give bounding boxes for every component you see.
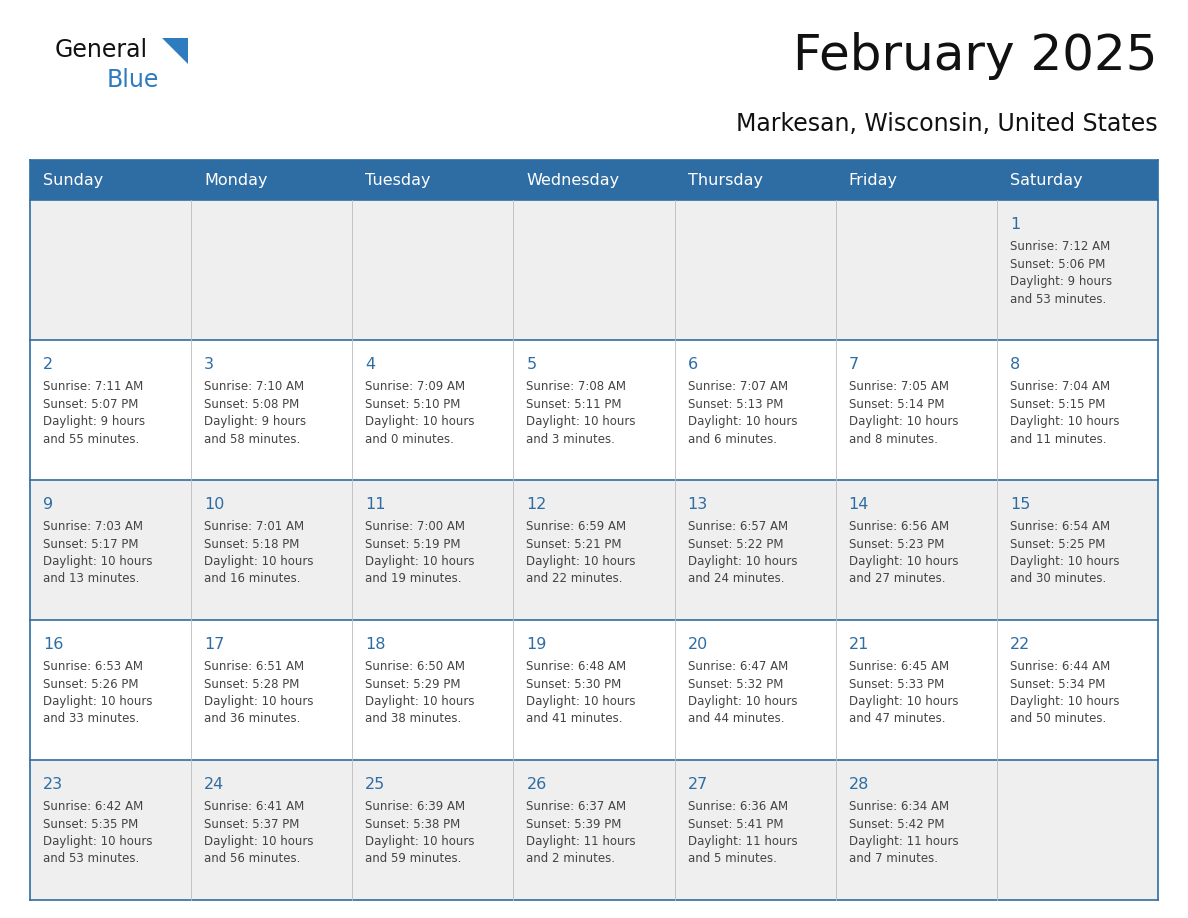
Text: Friday: Friday xyxy=(848,173,898,187)
Text: Sunrise: 6:41 AM
Sunset: 5:37 PM
Daylight: 10 hours
and 56 minutes.: Sunrise: 6:41 AM Sunset: 5:37 PM Dayligh… xyxy=(204,800,314,866)
Text: Sunrise: 7:01 AM
Sunset: 5:18 PM
Daylight: 10 hours
and 16 minutes.: Sunrise: 7:01 AM Sunset: 5:18 PM Dayligh… xyxy=(204,520,314,586)
Text: Sunrise: 7:07 AM
Sunset: 5:13 PM
Daylight: 10 hours
and 6 minutes.: Sunrise: 7:07 AM Sunset: 5:13 PM Dayligh… xyxy=(688,380,797,445)
Text: Blue: Blue xyxy=(107,68,159,92)
Text: 26: 26 xyxy=(526,777,546,792)
Text: Monday: Monday xyxy=(204,173,267,187)
Text: Sunrise: 7:05 AM
Sunset: 5:14 PM
Daylight: 10 hours
and 8 minutes.: Sunrise: 7:05 AM Sunset: 5:14 PM Dayligh… xyxy=(848,380,959,445)
Text: 19: 19 xyxy=(526,637,546,652)
Text: Wednesday: Wednesday xyxy=(526,173,620,187)
Text: Sunrise: 6:37 AM
Sunset: 5:39 PM
Daylight: 11 hours
and 2 minutes.: Sunrise: 6:37 AM Sunset: 5:39 PM Dayligh… xyxy=(526,800,636,866)
Text: Sunrise: 7:12 AM
Sunset: 5:06 PM
Daylight: 9 hours
and 53 minutes.: Sunrise: 7:12 AM Sunset: 5:06 PM Dayligh… xyxy=(1010,240,1112,306)
Polygon shape xyxy=(162,38,188,64)
Bar xyxy=(30,760,1158,900)
Text: Sunrise: 6:36 AM
Sunset: 5:41 PM
Daylight: 11 hours
and 5 minutes.: Sunrise: 6:36 AM Sunset: 5:41 PM Dayligh… xyxy=(688,800,797,866)
Text: Sunrise: 6:57 AM
Sunset: 5:22 PM
Daylight: 10 hours
and 24 minutes.: Sunrise: 6:57 AM Sunset: 5:22 PM Dayligh… xyxy=(688,520,797,586)
Text: Sunrise: 7:10 AM
Sunset: 5:08 PM
Daylight: 9 hours
and 58 minutes.: Sunrise: 7:10 AM Sunset: 5:08 PM Dayligh… xyxy=(204,380,307,445)
Text: 20: 20 xyxy=(688,637,708,652)
Text: Sunrise: 6:39 AM
Sunset: 5:38 PM
Daylight: 10 hours
and 59 minutes.: Sunrise: 6:39 AM Sunset: 5:38 PM Dayligh… xyxy=(365,800,475,866)
Text: Sunrise: 6:34 AM
Sunset: 5:42 PM
Daylight: 11 hours
and 7 minutes.: Sunrise: 6:34 AM Sunset: 5:42 PM Dayligh… xyxy=(848,800,959,866)
Text: Sunrise: 6:59 AM
Sunset: 5:21 PM
Daylight: 10 hours
and 22 minutes.: Sunrise: 6:59 AM Sunset: 5:21 PM Dayligh… xyxy=(526,520,636,586)
Text: 21: 21 xyxy=(848,637,870,652)
Text: 23: 23 xyxy=(43,777,63,792)
Text: Thursday: Thursday xyxy=(688,173,763,187)
Text: 11: 11 xyxy=(365,497,386,512)
Text: Sunrise: 6:45 AM
Sunset: 5:33 PM
Daylight: 10 hours
and 47 minutes.: Sunrise: 6:45 AM Sunset: 5:33 PM Dayligh… xyxy=(848,660,959,725)
Text: 16: 16 xyxy=(43,637,63,652)
Text: 18: 18 xyxy=(365,637,386,652)
Text: 14: 14 xyxy=(848,497,870,512)
Text: 10: 10 xyxy=(204,497,225,512)
Text: Sunrise: 6:56 AM
Sunset: 5:23 PM
Daylight: 10 hours
and 27 minutes.: Sunrise: 6:56 AM Sunset: 5:23 PM Dayligh… xyxy=(848,520,959,586)
Text: 3: 3 xyxy=(204,357,214,372)
Text: 2: 2 xyxy=(43,357,53,372)
Text: 4: 4 xyxy=(365,357,375,372)
Text: 13: 13 xyxy=(688,497,708,512)
Text: 22: 22 xyxy=(1010,637,1030,652)
Text: General: General xyxy=(55,38,148,62)
Text: 7: 7 xyxy=(848,357,859,372)
Text: Sunrise: 7:11 AM
Sunset: 5:07 PM
Daylight: 9 hours
and 55 minutes.: Sunrise: 7:11 AM Sunset: 5:07 PM Dayligh… xyxy=(43,380,145,445)
Text: 24: 24 xyxy=(204,777,225,792)
Text: Sunrise: 7:08 AM
Sunset: 5:11 PM
Daylight: 10 hours
and 3 minutes.: Sunrise: 7:08 AM Sunset: 5:11 PM Dayligh… xyxy=(526,380,636,445)
Text: Saturday: Saturday xyxy=(1010,173,1082,187)
Text: Sunrise: 6:47 AM
Sunset: 5:32 PM
Daylight: 10 hours
and 44 minutes.: Sunrise: 6:47 AM Sunset: 5:32 PM Dayligh… xyxy=(688,660,797,725)
Text: Sunrise: 7:03 AM
Sunset: 5:17 PM
Daylight: 10 hours
and 13 minutes.: Sunrise: 7:03 AM Sunset: 5:17 PM Dayligh… xyxy=(43,520,152,586)
Text: Sunrise: 6:48 AM
Sunset: 5:30 PM
Daylight: 10 hours
and 41 minutes.: Sunrise: 6:48 AM Sunset: 5:30 PM Dayligh… xyxy=(526,660,636,725)
Text: Sunday: Sunday xyxy=(43,173,103,187)
Text: Sunrise: 6:54 AM
Sunset: 5:25 PM
Daylight: 10 hours
and 30 minutes.: Sunrise: 6:54 AM Sunset: 5:25 PM Dayligh… xyxy=(1010,520,1119,586)
Text: Sunrise: 6:53 AM
Sunset: 5:26 PM
Daylight: 10 hours
and 33 minutes.: Sunrise: 6:53 AM Sunset: 5:26 PM Dayligh… xyxy=(43,660,152,725)
Bar xyxy=(30,480,1158,620)
Bar xyxy=(30,160,1158,200)
Text: Sunrise: 6:42 AM
Sunset: 5:35 PM
Daylight: 10 hours
and 53 minutes.: Sunrise: 6:42 AM Sunset: 5:35 PM Dayligh… xyxy=(43,800,152,866)
Text: 28: 28 xyxy=(848,777,870,792)
Bar xyxy=(30,200,1158,340)
Text: Sunrise: 6:50 AM
Sunset: 5:29 PM
Daylight: 10 hours
and 38 minutes.: Sunrise: 6:50 AM Sunset: 5:29 PM Dayligh… xyxy=(365,660,475,725)
Text: Sunrise: 7:00 AM
Sunset: 5:19 PM
Daylight: 10 hours
and 19 minutes.: Sunrise: 7:00 AM Sunset: 5:19 PM Dayligh… xyxy=(365,520,475,586)
Text: Sunrise: 6:51 AM
Sunset: 5:28 PM
Daylight: 10 hours
and 36 minutes.: Sunrise: 6:51 AM Sunset: 5:28 PM Dayligh… xyxy=(204,660,314,725)
Text: 12: 12 xyxy=(526,497,546,512)
Text: 17: 17 xyxy=(204,637,225,652)
Bar xyxy=(30,340,1158,480)
Text: Sunrise: 6:44 AM
Sunset: 5:34 PM
Daylight: 10 hours
and 50 minutes.: Sunrise: 6:44 AM Sunset: 5:34 PM Dayligh… xyxy=(1010,660,1119,725)
Text: Tuesday: Tuesday xyxy=(365,173,431,187)
Text: 8: 8 xyxy=(1010,357,1020,372)
Text: 9: 9 xyxy=(43,497,53,512)
Text: 1: 1 xyxy=(1010,217,1020,232)
Bar xyxy=(30,620,1158,760)
Text: 25: 25 xyxy=(365,777,386,792)
Text: 15: 15 xyxy=(1010,497,1030,512)
Text: 6: 6 xyxy=(688,357,697,372)
Text: 5: 5 xyxy=(526,357,537,372)
Text: Markesan, Wisconsin, United States: Markesan, Wisconsin, United States xyxy=(737,112,1158,136)
Text: February 2025: February 2025 xyxy=(794,32,1158,80)
Text: 27: 27 xyxy=(688,777,708,792)
Text: Sunrise: 7:09 AM
Sunset: 5:10 PM
Daylight: 10 hours
and 0 minutes.: Sunrise: 7:09 AM Sunset: 5:10 PM Dayligh… xyxy=(365,380,475,445)
Text: Sunrise: 7:04 AM
Sunset: 5:15 PM
Daylight: 10 hours
and 11 minutes.: Sunrise: 7:04 AM Sunset: 5:15 PM Dayligh… xyxy=(1010,380,1119,445)
